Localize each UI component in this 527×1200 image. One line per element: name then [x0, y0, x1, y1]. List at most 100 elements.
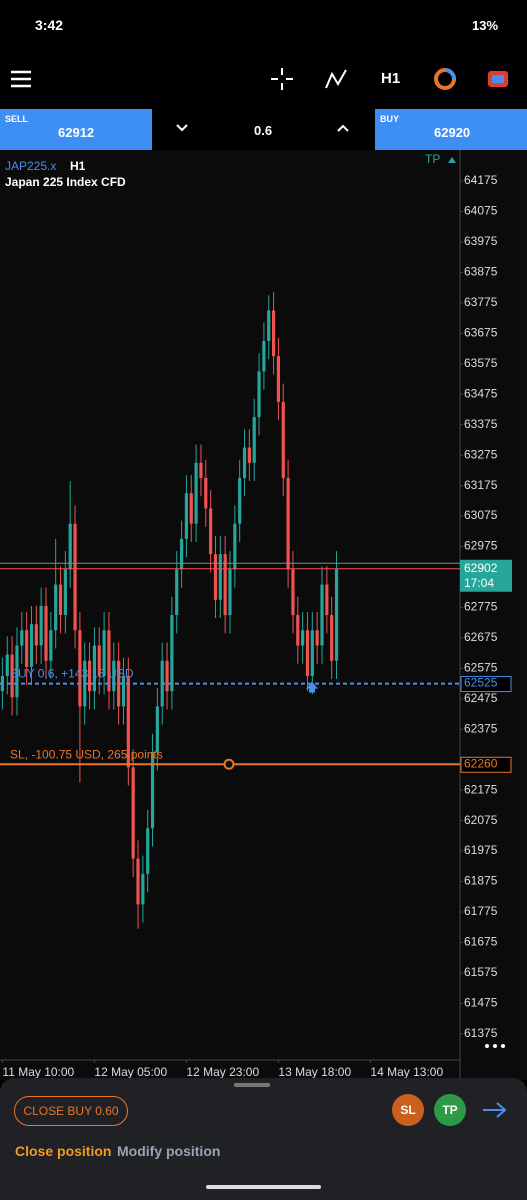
candle-body	[175, 569, 179, 616]
candle-body	[34, 624, 38, 646]
candle-body	[267, 310, 271, 341]
chart-timeframe: H1	[70, 159, 86, 173]
y-tick-label: 62375	[464, 721, 498, 735]
y-tick-label: 62175	[464, 782, 498, 796]
y-tick-label: 63875	[464, 265, 498, 279]
candle-body	[5, 654, 9, 676]
candle-body	[155, 706, 159, 753]
candle-body	[262, 340, 266, 372]
candle-body	[228, 569, 232, 616]
tab[interactable]: Modify position	[117, 1143, 221, 1159]
symbol: JAP225.x	[5, 159, 56, 173]
chart-title: Japan 225 Index CFD	[5, 175, 126, 189]
home-indicator	[206, 1185, 321, 1189]
candle-body	[213, 554, 218, 600]
candle-body	[247, 447, 251, 463]
y-tick-label: 61475	[464, 996, 498, 1010]
clock: 3:42	[35, 17, 64, 33]
candle-body	[276, 356, 281, 402]
candle-body	[209, 508, 213, 555]
candle-body	[131, 767, 135, 859]
timeframe[interactable]: H1	[381, 70, 401, 87]
y-tick-label: 63475	[464, 386, 498, 400]
position-price: 62525	[464, 676, 498, 690]
candle-body	[291, 569, 295, 616]
volume-control: 0.6	[153, 109, 374, 151]
candle-body	[107, 630, 111, 692]
y-tick-label: 61675	[464, 935, 498, 949]
sl-box	[460, 756, 512, 773]
candle-body	[242, 447, 247, 479]
tp-button[interactable]: TP	[434, 1094, 466, 1126]
candle-body	[126, 675, 130, 768]
y-tick-label: 63175	[464, 478, 498, 492]
candle-body	[25, 630, 29, 667]
candle-body	[112, 660, 116, 692]
current-price: 62902	[464, 561, 498, 575]
candle-body	[15, 645, 19, 698]
buy-label: BUY	[380, 114, 400, 124]
candle-body	[146, 828, 150, 874]
candle-body	[315, 630, 319, 646]
candle-body	[305, 630, 310, 676]
candle-body	[194, 462, 198, 524]
candle-body	[218, 554, 222, 600]
position-label: BUY 0.6, +143.15 USD	[10, 667, 134, 681]
candle-body	[301, 630, 305, 646]
candle-body	[136, 858, 140, 905]
buy-price: 62920	[434, 125, 471, 140]
candle-body	[29, 624, 34, 667]
y-tick-label: 63075	[464, 508, 498, 522]
price-box	[460, 559, 512, 592]
y-tick-label: 62075	[464, 813, 498, 827]
volume[interactable]: 0.6	[254, 123, 273, 138]
candle-body	[281, 401, 285, 479]
candle-body	[179, 538, 184, 570]
candle-body	[87, 660, 92, 692]
buy-button[interactable]: BUY 62920	[375, 109, 527, 151]
candle-body	[121, 675, 126, 707]
candle-body	[296, 615, 300, 646]
candle-body	[189, 493, 193, 524]
y-tick-label: 63775	[464, 295, 498, 309]
candle-body	[184, 493, 189, 539]
position-arrow	[306, 681, 318, 693]
y-tick-label: 63575	[464, 356, 498, 370]
y-tick-label: 61975	[464, 843, 498, 857]
y-tick-label: 61875	[464, 874, 498, 888]
candle-body	[39, 605, 43, 646]
candle-body	[10, 654, 14, 698]
more[interactable]	[485, 1044, 505, 1048]
sl-handle[interactable]	[223, 758, 235, 770]
y-tick-label: 63675	[464, 326, 498, 340]
candle-body	[117, 660, 121, 707]
tp-label[interactable]: TP	[425, 152, 440, 166]
tab[interactable]: Close position	[15, 1143, 112, 1159]
handle[interactable]	[234, 1083, 270, 1087]
close-button[interactable]: CLOSE BUY 0.60	[14, 1096, 128, 1126]
candle-body	[233, 523, 237, 570]
candle-body	[92, 645, 97, 692]
candle-body	[44, 605, 48, 661]
candle-body	[286, 478, 290, 570]
candle-body	[320, 584, 324, 646]
position-box	[460, 676, 512, 693]
y-tick-label: 61575	[464, 965, 498, 979]
candle-body	[252, 417, 256, 463]
candle-body	[330, 615, 334, 661]
candle-body	[102, 630, 106, 676]
y-tick-label: 63275	[464, 447, 498, 461]
increase[interactable]	[336, 123, 350, 133]
candle-body	[20, 630, 24, 646]
decrease[interactable]	[175, 123, 189, 133]
x-tick-label: 14 May 13:00	[370, 1065, 443, 1079]
sl-button[interactable]: SL	[392, 1094, 424, 1126]
candle-body	[310, 630, 314, 676]
candle-body	[78, 630, 82, 707]
y-tick-label: 62475	[464, 691, 498, 705]
candle-body	[58, 584, 63, 616]
sell-price: 62912	[58, 125, 95, 140]
next-arrow[interactable]	[481, 1100, 509, 1120]
sell-button[interactable]: SELL 62912	[0, 109, 152, 151]
